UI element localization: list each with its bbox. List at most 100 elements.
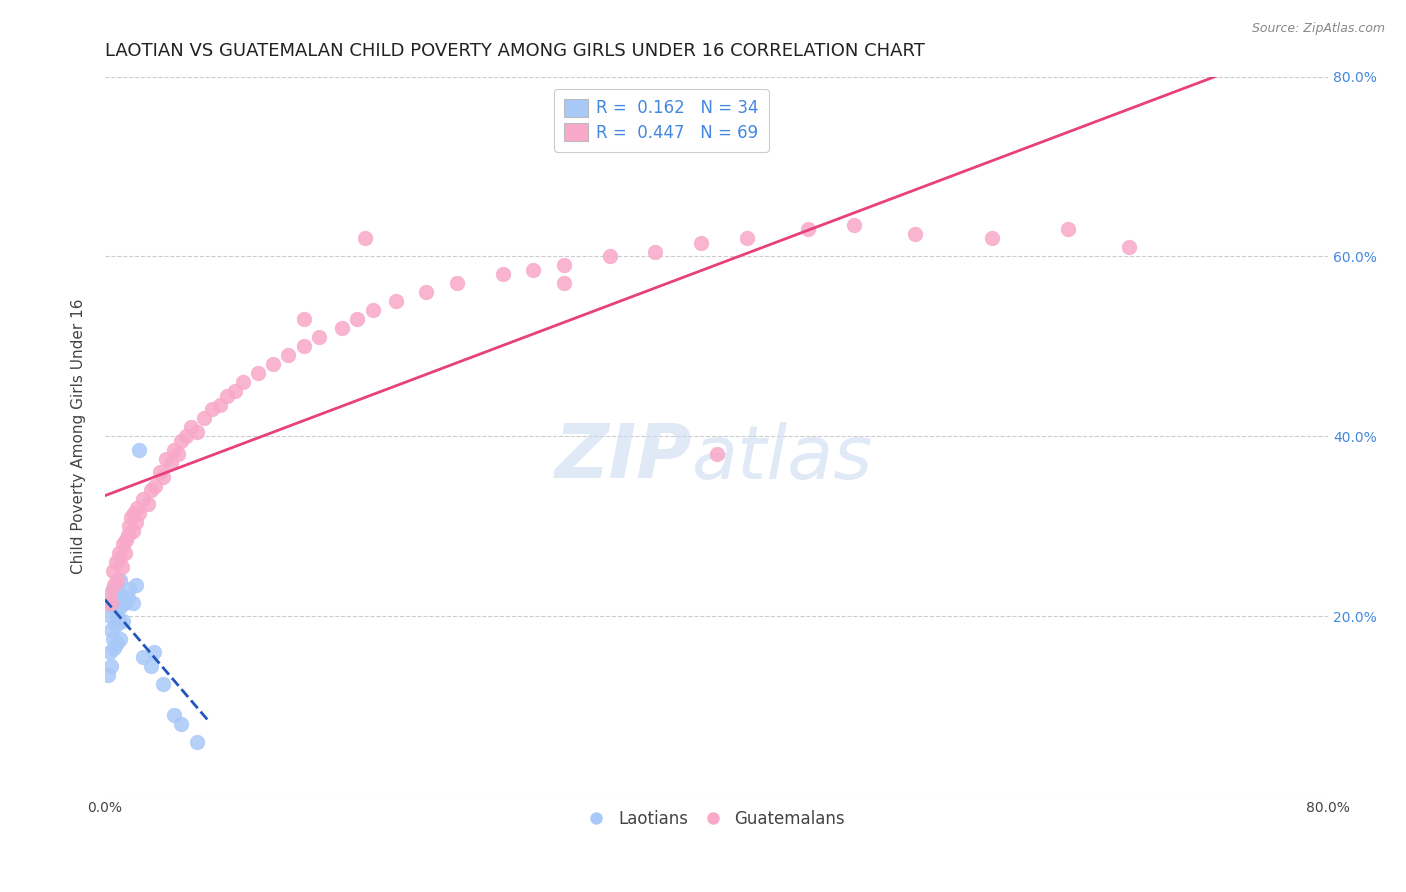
Point xyxy=(110,632,132,646)
Point xyxy=(117,528,139,542)
Point xyxy=(132,649,155,664)
Point xyxy=(384,294,406,309)
Point xyxy=(107,614,129,628)
Point xyxy=(844,218,866,232)
Point xyxy=(98,609,121,624)
Point xyxy=(111,591,134,606)
Point xyxy=(346,312,368,326)
Point xyxy=(100,623,122,637)
Point xyxy=(120,510,142,524)
Point xyxy=(142,645,165,659)
Point xyxy=(104,555,127,569)
Point xyxy=(599,250,621,264)
Point xyxy=(124,515,146,529)
Point xyxy=(277,348,299,362)
Point xyxy=(246,367,269,381)
Point xyxy=(105,609,128,624)
Point xyxy=(132,492,155,507)
Point xyxy=(117,591,139,606)
Point xyxy=(1118,240,1140,254)
Point xyxy=(112,537,135,551)
Point xyxy=(101,582,124,597)
Point xyxy=(97,667,120,681)
Point xyxy=(706,447,728,461)
Point xyxy=(98,645,121,659)
Point xyxy=(97,596,120,610)
Point xyxy=(100,596,122,610)
Point xyxy=(170,717,193,731)
Legend: Laotians, Guatemalans: Laotians, Guatemalans xyxy=(581,803,852,835)
Point xyxy=(145,479,167,493)
Point xyxy=(105,573,128,587)
Point xyxy=(152,676,174,690)
Point xyxy=(217,389,239,403)
Point xyxy=(186,425,208,439)
Point xyxy=(139,483,162,498)
Point xyxy=(128,506,150,520)
Point xyxy=(105,636,128,650)
Point xyxy=(107,546,129,560)
Point xyxy=(170,434,193,448)
Point xyxy=(163,708,186,723)
Point xyxy=(232,376,254,390)
Point xyxy=(446,277,468,291)
Point xyxy=(107,587,129,601)
Point xyxy=(118,519,141,533)
Point xyxy=(553,259,575,273)
Point xyxy=(103,578,125,592)
Point xyxy=(104,618,127,632)
Text: ZIP: ZIP xyxy=(555,421,692,494)
Point xyxy=(797,222,820,236)
Point xyxy=(201,402,224,417)
Point xyxy=(104,596,127,610)
Point xyxy=(122,506,145,520)
Point xyxy=(139,658,162,673)
Point xyxy=(112,614,135,628)
Point xyxy=(98,587,121,601)
Text: atlas: atlas xyxy=(692,422,873,494)
Y-axis label: Child Poverty Among Girls Under 16: Child Poverty Among Girls Under 16 xyxy=(72,299,86,574)
Point xyxy=(103,591,125,606)
Point xyxy=(262,358,284,372)
Point xyxy=(174,429,197,443)
Point xyxy=(644,244,666,259)
Point xyxy=(308,330,330,344)
Point xyxy=(114,546,136,560)
Point xyxy=(1057,222,1080,236)
Point xyxy=(163,442,186,457)
Point xyxy=(904,227,927,241)
Point xyxy=(115,533,138,547)
Point xyxy=(553,277,575,291)
Point xyxy=(224,384,246,399)
Point xyxy=(690,235,713,250)
Point xyxy=(124,578,146,592)
Point xyxy=(114,596,136,610)
Point xyxy=(491,268,513,282)
Point xyxy=(361,303,384,318)
Point xyxy=(121,596,143,610)
Point xyxy=(110,550,132,565)
Point xyxy=(127,501,149,516)
Point xyxy=(415,285,437,300)
Point xyxy=(152,470,174,484)
Point xyxy=(103,640,125,655)
Point xyxy=(735,231,758,245)
Point xyxy=(101,564,124,578)
Point xyxy=(354,231,377,245)
Text: LAOTIAN VS GUATEMALAN CHILD POVERTY AMONG GIRLS UNDER 16 CORRELATION CHART: LAOTIAN VS GUATEMALAN CHILD POVERTY AMON… xyxy=(105,42,925,60)
Point xyxy=(167,447,190,461)
Point xyxy=(128,442,150,457)
Point xyxy=(980,231,1002,245)
Point xyxy=(100,658,122,673)
Point xyxy=(159,456,181,470)
Point xyxy=(522,263,544,277)
Point xyxy=(101,600,124,615)
Point xyxy=(136,497,159,511)
Point xyxy=(208,398,231,412)
Point xyxy=(101,632,124,646)
Point xyxy=(111,559,134,574)
Point xyxy=(121,524,143,538)
Point xyxy=(149,466,172,480)
Point xyxy=(292,339,315,353)
Text: Source: ZipAtlas.com: Source: ZipAtlas.com xyxy=(1251,22,1385,36)
